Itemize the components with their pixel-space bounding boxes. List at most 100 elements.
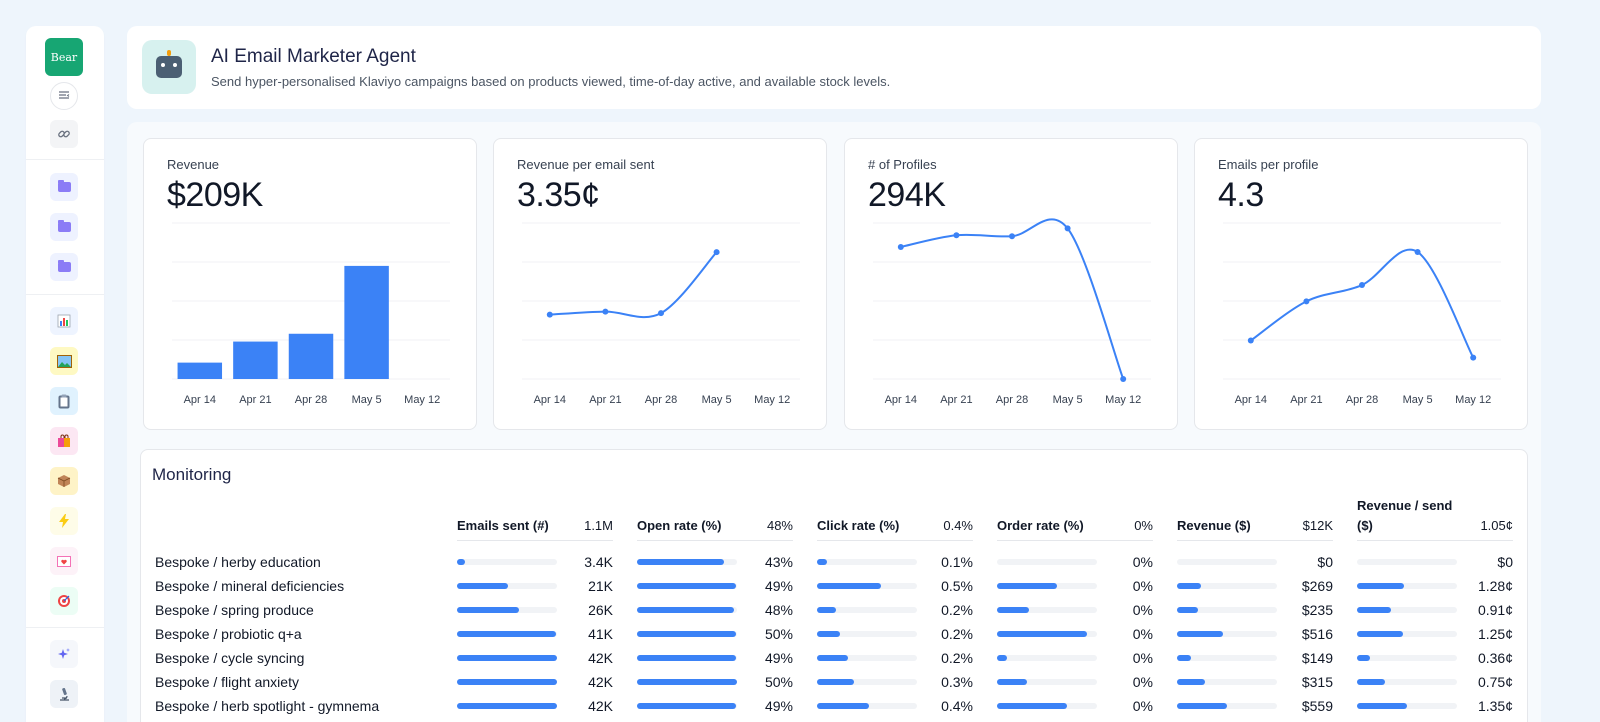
robot-icon: [142, 40, 196, 94]
progress-bar-fill: [997, 631, 1087, 637]
table-row-label[interactable]: Bespoke / spring produce: [155, 602, 314, 618]
collapse-icon[interactable]: [50, 82, 78, 110]
progress-bar: [637, 559, 737, 565]
shopping-bag-icon[interactable]: [50, 427, 78, 455]
folder-icon[interactable]: [50, 253, 78, 281]
table-cell-value: $149: [1301, 650, 1333, 666]
table-cell-value: 49%: [764, 698, 793, 714]
column-divider: [997, 540, 1153, 541]
table-cell-value: 0%: [1132, 698, 1153, 714]
microscope-icon[interactable]: [50, 680, 78, 708]
x-tick-label: Apr 14: [885, 394, 917, 406]
progress-bar-fill: [1357, 655, 1370, 661]
column-divider: [1357, 540, 1513, 541]
table-row-label[interactable]: Bespoke / cycle syncing: [155, 650, 305, 666]
chart-bar: [344, 265, 389, 379]
table-cell-value: 42K: [588, 674, 613, 690]
x-tick-label: Apr 21: [1290, 394, 1322, 406]
link-icon[interactable]: [50, 120, 78, 148]
column-header[interactable]: Revenue / send: [1357, 498, 1453, 513]
x-tick-label: May 5: [1053, 394, 1083, 406]
lightning-icon[interactable]: [50, 507, 78, 535]
table-row-label[interactable]: Bespoke / flight anxiety: [155, 674, 299, 690]
progress-bar-fill: [457, 703, 557, 709]
column-total: 0%: [1134, 518, 1153, 533]
progress-bar-fill: [457, 559, 465, 565]
progress-bar: [637, 607, 737, 613]
folder-icon[interactable]: [50, 213, 78, 241]
table-cell-value: 1.25¢: [1477, 626, 1513, 642]
target-icon[interactable]: [50, 587, 78, 615]
progress-bar: [997, 559, 1097, 565]
progress-bar: [1177, 703, 1277, 709]
progress-bar: [997, 583, 1097, 589]
progress-bar-fill: [997, 703, 1067, 709]
table-row-label[interactable]: Bespoke / herb spotlight - gymnema: [155, 698, 380, 714]
folder-icon[interactable]: [50, 173, 78, 201]
table-cell-value: 0.5%: [941, 578, 973, 594]
progress-bar-fill: [997, 607, 1029, 613]
x-tick-label: Apr 28: [996, 394, 1028, 406]
column-header[interactable]: Revenue ($): [1177, 518, 1251, 533]
progress-bar: [1177, 559, 1277, 565]
table-cell-value: 1.28¢: [1477, 578, 1513, 594]
progress-bar-fill: [1357, 703, 1407, 709]
x-tick-label: Apr 28: [1346, 394, 1378, 406]
progress-bar: [817, 703, 917, 709]
progress-bar: [1357, 655, 1457, 661]
progress-bar-fill: [1177, 679, 1205, 685]
chart-point: [1414, 249, 1421, 256]
table-cell-value: 42K: [588, 698, 613, 714]
progress-bar-fill: [637, 559, 724, 565]
table-row-label[interactable]: Bespoke / mineral deficiencies: [155, 578, 345, 594]
progress-bar-fill: [1357, 679, 1385, 685]
table-row-label[interactable]: Bespoke / herby education: [155, 554, 321, 570]
progress-bar-fill: [1357, 631, 1403, 637]
bar-chart-icon[interactable]: [50, 307, 78, 335]
progress-bar-fill: [637, 607, 734, 613]
sidebar-divider: [26, 159, 104, 160]
progress-bar: [1177, 655, 1277, 661]
metric-card-revenue: Revenue $209K Apr 14 Apr 21 Apr 28 May 5 May…: [143, 138, 477, 430]
chart-point: [602, 308, 609, 315]
column-header[interactable]: ($): [1357, 518, 1373, 533]
metric-card-revenue-per-email: Revenue per email sent 3.35¢ Apr 14 Apr 2…: [493, 138, 827, 430]
table-cell-value: $315: [1301, 674, 1333, 690]
table-cell-value: $0: [1497, 554, 1513, 570]
column-header[interactable]: Order rate (%): [997, 518, 1084, 533]
progress-bar: [637, 679, 737, 685]
progress-bar: [1177, 679, 1277, 685]
progress-bar-fill: [1177, 583, 1201, 589]
table-cell-value: 42K: [588, 650, 613, 666]
chart-bar: [177, 362, 223, 379]
progress-bar: [637, 631, 737, 637]
table-cell-value: 48%: [764, 602, 793, 618]
clipboard-icon[interactable]: [50, 387, 78, 415]
x-tick-label: May 12: [404, 394, 440, 406]
metric-label: Revenue per email sent: [517, 157, 655, 172]
table-cell-value: 0%: [1132, 626, 1153, 642]
sparkles-icon[interactable]: [50, 640, 78, 668]
progress-bar: [1177, 583, 1277, 589]
progress-bar-fill: [457, 655, 557, 661]
metric-card-emails-per-profile: Emails per profile 4.3 Apr 14 Apr 21 Apr 2…: [1194, 138, 1528, 430]
x-tick-label: May 12: [1455, 394, 1491, 406]
progress-bar: [997, 679, 1097, 685]
bear-logo[interactable]: Bear: [45, 38, 83, 76]
progress-bar-fill: [1357, 607, 1391, 613]
column-divider: [1177, 540, 1333, 541]
love-letter-icon[interactable]: [50, 547, 78, 575]
agent-header: AI Email Marketer Agent Send hyper-perso…: [127, 26, 1541, 109]
image-icon[interactable]: [50, 347, 78, 375]
column-header[interactable]: Open rate (%): [637, 518, 722, 533]
table-row-label[interactable]: Bespoke / probiotic q+a: [155, 626, 302, 642]
progress-bar: [997, 607, 1097, 613]
table-cell-value: 43%: [764, 554, 793, 570]
chart-point: [953, 232, 960, 239]
column-header[interactable]: Click rate (%): [817, 518, 900, 533]
progress-bar: [997, 655, 1097, 661]
column-header[interactable]: Emails sent (#): [457, 518, 549, 533]
revenue-chart: Apr 14 Apr 21 Apr 28 May 5 May 12: [172, 222, 450, 406]
package-icon[interactable]: [50, 467, 78, 495]
sidebar-divider: [26, 294, 104, 295]
